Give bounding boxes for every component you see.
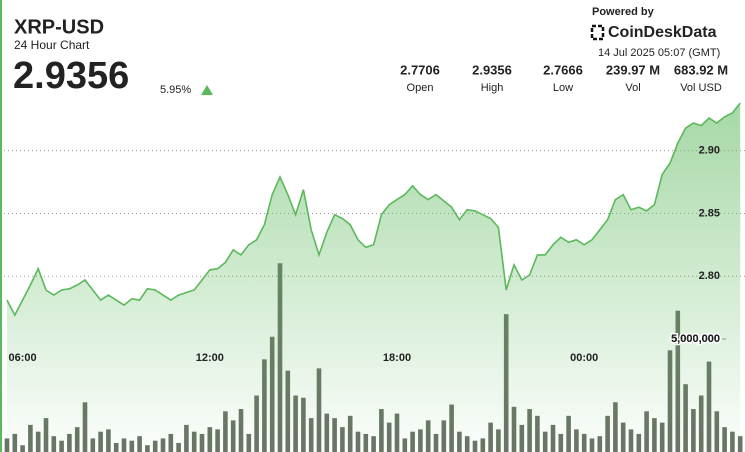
y-tick-label: 2.85: [699, 207, 720, 219]
stat-label: Vol USD: [680, 82, 722, 94]
x-tick-label: 18:00: [383, 352, 411, 364]
y2-tick-label: 5,000,000: [671, 333, 720, 345]
stat-value: 2.9356: [472, 62, 512, 77]
price: 2.9356: [13, 55, 129, 97]
stat-label: High: [481, 82, 504, 94]
brand-logo: [590, 24, 605, 41]
y2-tick-label: 5,000,000: [671, 333, 720, 345]
x-tick-label: 06:00: [9, 352, 37, 364]
plot: [0, 102, 745, 452]
left-border: [0, 0, 2, 452]
change: 5.95%: [160, 84, 191, 96]
volume-bar: [4, 438, 10, 452]
x-tick-label: 12:00: [196, 352, 224, 364]
up-arrow: [201, 85, 213, 95]
stat-label: Low: [553, 82, 573, 94]
timestamp: 14 Jul 2025 05:07 (GMT): [598, 47, 720, 59]
chart-title: XRP-USD: [14, 16, 104, 38]
x-tick-label: 00:00: [570, 352, 598, 364]
stat-value: 2.7666: [543, 62, 583, 77]
stat-label: Vol: [625, 82, 640, 94]
chart-subtitle: 24 Hour Chart: [14, 38, 90, 52]
stat-value: 2.7706: [400, 62, 440, 77]
price-area: [7, 103, 741, 452]
stat-value: 683.92 M: [674, 62, 728, 77]
powered-by: Powered by: [592, 6, 655, 18]
price-line: [6, 102, 741, 317]
y-tick-label: 2.80: [699, 270, 720, 282]
y-tick-label: 2.90: [699, 145, 720, 157]
stats: 2.7706 Open 2.9356 High 2.7666 Low 239.97 M Vol…: [400, 62, 728, 93]
brand: CoinDeskData: [608, 24, 717, 41]
stat-label: Open: [407, 82, 434, 94]
stat-value: 239.97 M: [606, 62, 660, 77]
